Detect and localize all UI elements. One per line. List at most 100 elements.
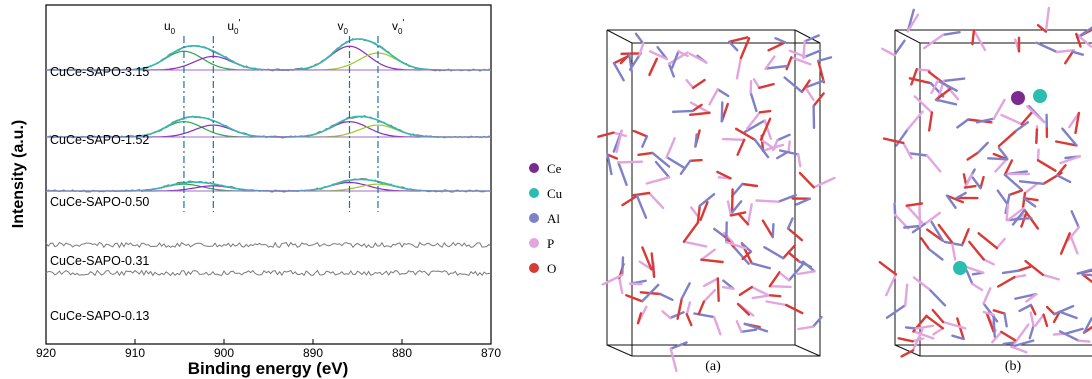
framework-bond [759, 138, 776, 151]
framework-bond [795, 197, 811, 206]
framework-bond [679, 159, 692, 176]
framework-bond [774, 37, 787, 44]
framework-bond [676, 297, 683, 320]
framework-bond [788, 49, 807, 58]
framework-bond [878, 261, 898, 276]
framework-bond [985, 311, 995, 333]
legend-item-al: Al [529, 211, 560, 226]
al-swatch-icon [529, 213, 539, 223]
framework-bond [965, 269, 974, 286]
framework-bond [804, 79, 825, 89]
xps-raw-trace [45, 241, 492, 249]
framework-bond [751, 294, 772, 300]
framework-bond [712, 315, 722, 336]
framework-bond [721, 137, 746, 142]
peak-reference-lines [183, 36, 379, 212]
framework-bond [1059, 155, 1082, 165]
framework-bond [612, 62, 625, 82]
framework-bond [716, 277, 720, 302]
legend-label-cu: Cu [547, 186, 563, 201]
framework-bond [941, 320, 967, 330]
structure-panel-b: (b) [878, 6, 1092, 374]
framework-bond [790, 56, 812, 66]
framework-bond [746, 203, 753, 226]
framework-bond [812, 176, 836, 189]
framework-bond [682, 240, 708, 248]
framework-bond [1063, 327, 1084, 335]
framework-bond [1020, 110, 1035, 126]
x-tick-label: 890 [303, 346, 323, 360]
x-tick-label: 910 [125, 346, 145, 360]
framework-bond [992, 313, 996, 338]
framework-bond [1017, 265, 1032, 272]
framework-bond [737, 212, 750, 226]
framework-bond [787, 140, 791, 153]
framework-bond [1010, 345, 1028, 354]
framework-bond [685, 301, 692, 316]
framework-bond [1036, 24, 1048, 33]
framework-bond [1055, 49, 1076, 54]
framework-bond [1074, 111, 1081, 135]
framework-bond [729, 211, 747, 217]
framework-bond [787, 251, 801, 263]
framework-bond [1022, 196, 1037, 208]
framework-bond [909, 152, 929, 157]
framework-bond [932, 327, 945, 336]
framework-bond [1028, 324, 1035, 340]
framework-bond [665, 155, 686, 169]
framework-bond [758, 82, 775, 90]
legend-item-cu: Cu [529, 186, 563, 201]
framework-bond [785, 303, 804, 315]
framework-bond [786, 227, 804, 242]
framework-bond [716, 170, 732, 180]
framework-bond [1013, 274, 1027, 279]
framework-bond [930, 79, 940, 95]
peak-labels: u0 u0' v0 v0' [164, 18, 404, 36]
framework-bond [634, 32, 645, 45]
framework-bond [755, 199, 780, 203]
framework-bond [930, 220, 945, 243]
framework-bond [696, 204, 701, 224]
framework-bond [734, 127, 757, 142]
series-labels: CuCe-SAPO-3.15 CuCe-SAPO-1.52 CuCe-SAPO-0.… [50, 65, 149, 323]
framework-bond [956, 118, 970, 129]
framework-bond [741, 182, 759, 188]
framework-bond [904, 326, 918, 330]
framework-bonds-a [597, 32, 836, 372]
legend-item-p: P [529, 236, 554, 251]
framework-bond [617, 161, 628, 187]
framework-bond [694, 133, 698, 148]
structure-panel-a: (a) [597, 29, 836, 374]
framework-bond [997, 276, 1016, 288]
framework-bond [618, 276, 624, 295]
framework-bond [1082, 317, 1092, 334]
framework-bond [1006, 216, 1033, 222]
framework-bond [1029, 303, 1037, 316]
framework-bond [996, 189, 1010, 206]
framework-bond [897, 337, 914, 343]
framework-bond [743, 322, 769, 333]
framework-bond [934, 87, 952, 101]
framework-bond [1000, 113, 1023, 126]
framework-bond [739, 37, 751, 60]
series-label: CuCe-SAPO-0.13 [50, 309, 149, 323]
x-tick-label: 870 [481, 346, 501, 360]
framework-bond [645, 176, 671, 185]
framework-bond [812, 92, 825, 108]
framework-bond [749, 91, 758, 113]
framework-bond [671, 50, 680, 69]
x-tick-label: 920 [36, 346, 56, 360]
framework-bond [1036, 148, 1040, 162]
framework-bond [902, 141, 913, 160]
framework-bond [801, 260, 816, 273]
framework-bond [767, 41, 787, 52]
framework-bond [1055, 174, 1072, 184]
framework-bond [798, 171, 815, 189]
unit-cell-box-a [606, 29, 821, 357]
framework-bond [648, 50, 668, 61]
framework-bond [1011, 208, 1026, 226]
framework-bond [637, 151, 654, 157]
framework-bond [745, 111, 762, 131]
framework-bond [700, 258, 724, 264]
framework-bond [960, 228, 970, 247]
